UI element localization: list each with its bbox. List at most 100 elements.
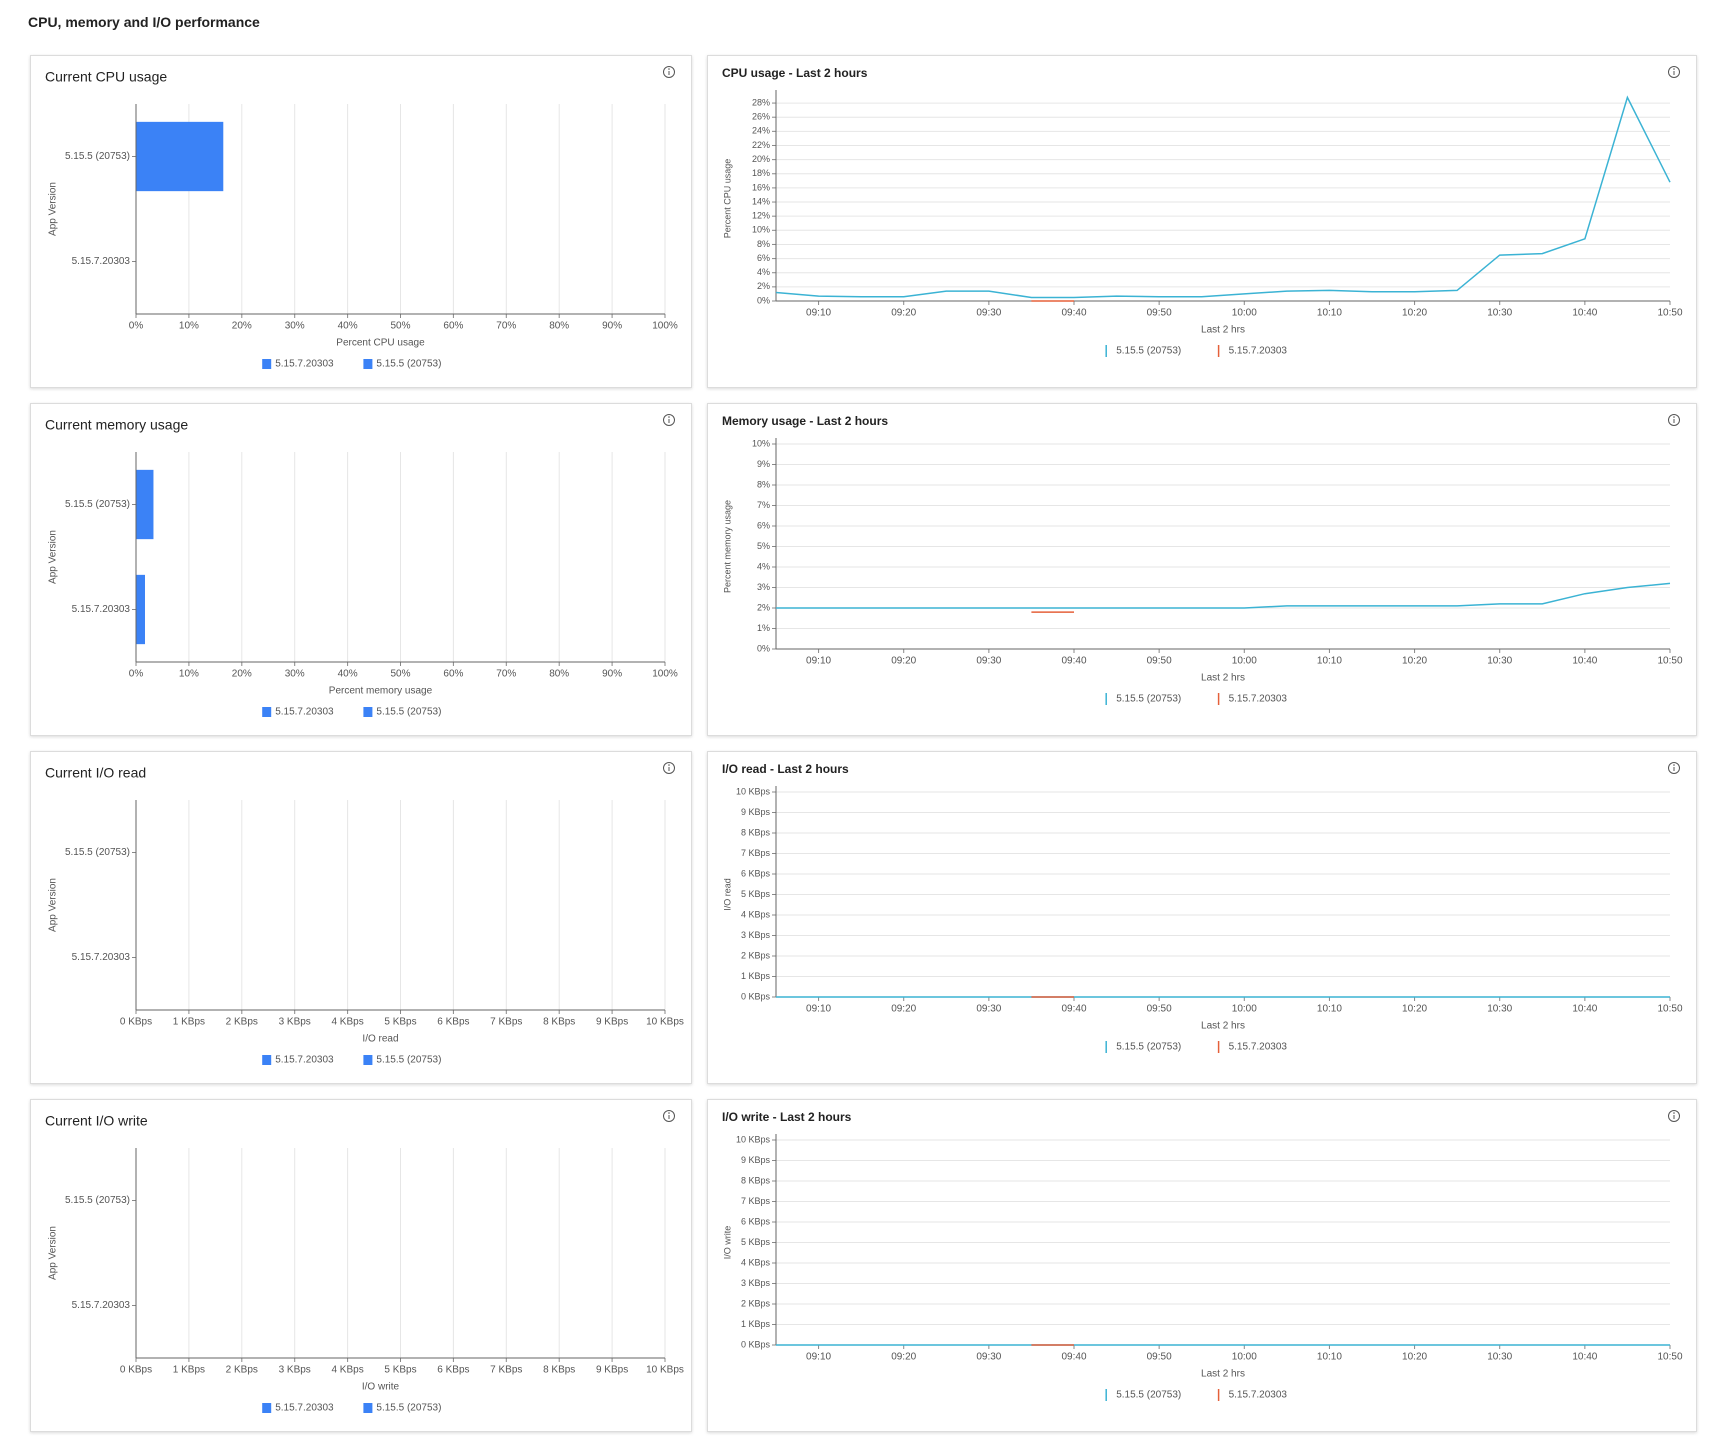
y-tick-label: 6%: [757, 520, 770, 530]
x-tick-label: 10:00: [1232, 308, 1257, 319]
x-tick-label: 09:30: [976, 1352, 1001, 1363]
chart-panel: Current I/O write 0 KBps 1 KBps 2 KBps 3 KBp…: [30, 1099, 692, 1432]
y-tick-label: 14%: [752, 196, 770, 206]
x-tick-label: 10:40: [1572, 656, 1597, 667]
x-tick-label: 09:40: [1061, 1004, 1086, 1015]
y-tick-label: 5.15.5 (20753): [65, 499, 130, 510]
info-icon[interactable]: [1668, 1110, 1680, 1122]
info-icon[interactable]: [663, 762, 675, 774]
y-tick-label: 0%: [757, 295, 770, 305]
x-tick-label: 6 KBps: [437, 1017, 469, 1028]
y-axis-label: I/O write: [722, 1226, 732, 1260]
y-tick-label: 24%: [752, 126, 770, 136]
info-icon-dot: [668, 68, 670, 70]
bar: [136, 574, 145, 645]
x-tick-label: 10:10: [1317, 1004, 1342, 1015]
chart-title: Memory usage - Last 2 hours: [722, 414, 888, 428]
x-tick-label: 7 KBps: [490, 1365, 522, 1376]
x-tick-label: 40%: [338, 321, 358, 332]
x-tick-label: 09:40: [1061, 656, 1086, 667]
x-tick-label: 8 KBps: [543, 1365, 575, 1376]
x-tick-label: 100%: [652, 669, 678, 680]
chart-title: Current memory usage: [45, 417, 188, 433]
y-axis-label: App Version: [48, 1226, 59, 1280]
x-tick-label: 09:50: [1147, 656, 1172, 667]
x-tick-label: 09:20: [891, 656, 916, 667]
bar: [136, 469, 154, 540]
legend-swatch: [262, 1055, 272, 1065]
chart-panel: I/O read - Last 2 hours 0 KBps 1 KBps 2 KBp…: [707, 751, 1697, 1084]
y-tick-label: 10 KBps: [736, 786, 771, 796]
x-tick-label: 09:20: [891, 1004, 916, 1015]
info-icon[interactable]: [663, 66, 675, 78]
legend-label: 5.15.7.20303: [1229, 1042, 1288, 1053]
legend-label: 5.15.5 (20753): [1116, 1390, 1181, 1401]
x-tick-label: 10:50: [1657, 308, 1682, 319]
chart-panel: Current memory usage 0% 10% 20% 30% 40% 50% 60%…: [30, 403, 692, 736]
data-line: [775, 95, 1671, 299]
legend-swatch: [363, 1055, 373, 1065]
chart: I/O read - Last 2 hours 0 KBps 1 KBps 2 KBp…: [722, 762, 1683, 1053]
x-tick-label: 09:20: [891, 308, 916, 319]
legend-swatch: [262, 1403, 272, 1413]
x-tick-label: 1 KBps: [173, 1365, 205, 1376]
x-tick-label: 10:50: [1657, 1004, 1682, 1015]
legend-label: 5.15.7.20303: [1229, 694, 1288, 705]
y-tick-label: 5.15.7.20303: [72, 952, 131, 963]
chart: Memory usage - Last 2 hours 0% 1% 2% 3% 4% 5% 6…: [722, 414, 1683, 705]
legend-label: 5.15.5 (20753): [376, 707, 441, 718]
x-tick-label: 10 KBps: [646, 1365, 684, 1376]
y-tick-label: 6%: [757, 253, 770, 263]
legend-swatch: [363, 707, 373, 717]
x-tick-label: 09:50: [1147, 1004, 1172, 1015]
y-tick-label: 5.15.7.20303: [72, 1300, 131, 1311]
x-tick-label: 9 KBps: [596, 1017, 628, 1028]
x-tick-label: 3 KBps: [279, 1017, 311, 1028]
chart-title: I/O write - Last 2 hours: [722, 1110, 852, 1124]
x-axis-label: I/O read: [362, 1034, 398, 1045]
info-icon-dot: [1673, 1112, 1675, 1114]
y-tick-label: 8%: [757, 239, 770, 249]
x-tick-label: 50%: [390, 669, 410, 680]
info-icon[interactable]: [1668, 66, 1680, 78]
chart: Current I/O read 0 KBps 1 KBps 2 KBps 3 KBps…: [45, 762, 684, 1066]
x-tick-label: 09:50: [1147, 1352, 1172, 1363]
y-tick-label: 10 KBps: [736, 1134, 771, 1144]
x-tick-label: 1 KBps: [173, 1017, 205, 1028]
chart: Current CPU usage 0% 10% 20% 30% 40% 50% 60% 70%…: [45, 66, 678, 370]
info-icon[interactable]: [1668, 414, 1680, 426]
chart-title: I/O read - Last 2 hours: [722, 762, 849, 776]
info-icon[interactable]: [663, 1110, 675, 1122]
x-tick-label: 90%: [602, 321, 622, 332]
y-tick-label: 5%: [757, 541, 770, 551]
x-tick-label: 09:10: [806, 656, 831, 667]
legend-label: 5.15.7.20303: [275, 359, 334, 370]
y-tick-label: 1 KBps: [741, 1319, 771, 1329]
y-tick-label: 28%: [752, 97, 770, 107]
y-tick-label: 6 KBps: [741, 1216, 771, 1226]
y-tick-label: 2%: [757, 281, 770, 291]
legend-label: 5.15.5 (20753): [376, 1403, 441, 1414]
x-tick-label: 10:40: [1572, 1352, 1597, 1363]
x-tick-label: 09:30: [976, 656, 1001, 667]
legend-swatch: [363, 359, 373, 369]
y-tick-label: 26%: [752, 112, 770, 122]
y-tick-label: 22%: [752, 140, 770, 150]
chart: CPU usage - Last 2 hours 0% 2% 4% 6% 8% 10% 12%…: [722, 66, 1683, 357]
y-tick-label: 18%: [752, 168, 770, 178]
x-tick-label: 10:30: [1487, 656, 1512, 667]
chart-panel: CPU usage - Last 2 hours 0% 2% 4% 6% 8% 10% 12%…: [707, 55, 1697, 388]
x-tick-label: 10:40: [1572, 1004, 1597, 1015]
x-axis-label: I/O write: [362, 1382, 400, 1393]
y-tick-label: 5.15.7.20303: [72, 604, 131, 615]
x-tick-label: 10:20: [1402, 1352, 1427, 1363]
x-tick-label: 09:30: [976, 1004, 1001, 1015]
x-tick-label: 80%: [549, 669, 569, 680]
y-tick-label: 5.15.7.20303: [72, 256, 131, 267]
info-icon[interactable]: [663, 414, 675, 426]
info-icon[interactable]: [1668, 762, 1680, 774]
y-axis-label: Percent CPU usage: [722, 159, 732, 239]
y-axis-label: App Version: [48, 878, 59, 932]
legend-label: 5.15.7.20303: [275, 1403, 334, 1414]
